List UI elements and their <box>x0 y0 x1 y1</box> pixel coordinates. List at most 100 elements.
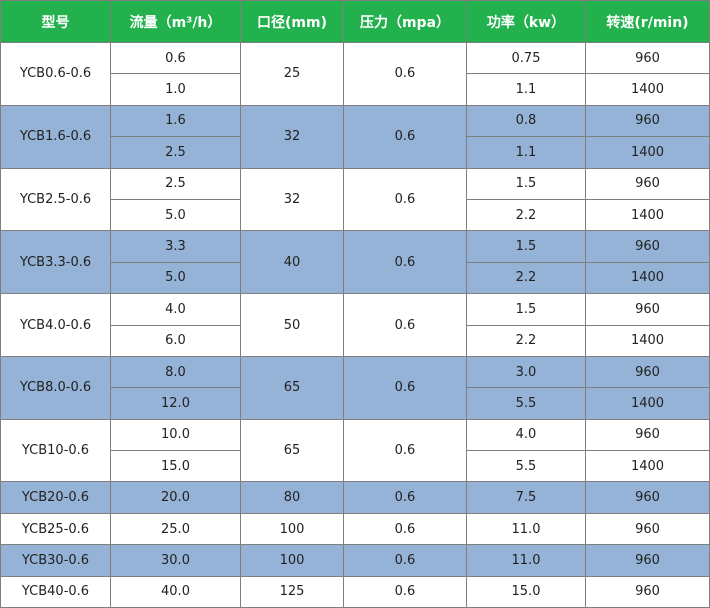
power-cell: 1.5 <box>466 230 586 263</box>
pressure-cell: 0.6 <box>343 355 467 420</box>
header-cell: 型号 <box>0 0 111 43</box>
pressure-cell: 0.6 <box>343 42 467 106</box>
pressure-cell: 0.6 <box>343 544 467 577</box>
bore-cell: 100 <box>240 512 344 546</box>
header-cell: 转速(r/min) <box>585 0 710 43</box>
header-cell: 功率（kw） <box>466 0 586 43</box>
bore-cell: 32 <box>240 104 344 169</box>
header-cell: 口径(mm) <box>240 0 344 43</box>
model-cell: YCB1.6-0.6 <box>0 104 111 169</box>
power-cell: 5.5 <box>466 387 586 420</box>
pressure-cell: 0.6 <box>343 481 467 514</box>
bore-cell: 25 <box>240 42 344 106</box>
table-row: YCB2.5-0.6 2.5 32 0.6 1.5 960 <box>0 167 710 232</box>
model-cell: YCB3.3-0.6 <box>0 230 111 295</box>
flow-cell: 12.0 <box>110 387 241 420</box>
flow-cell: 10.0 <box>110 418 241 452</box>
bore-cell: 125 <box>240 575 344 608</box>
speed-cell: 960 <box>585 293 710 326</box>
power-cell: 7.5 <box>466 481 586 514</box>
bore-cell: 32 <box>240 167 344 232</box>
flow-cell: 30.0 <box>110 544 241 577</box>
speed-cell: 1400 <box>585 136 710 169</box>
flow-cell: 5.0 <box>110 261 241 295</box>
power-cell: 2.2 <box>466 261 586 295</box>
power-cell: 1.1 <box>466 73 586 106</box>
table-row: 2.5 1.1 1400 <box>1 136 710 169</box>
pressure-cell: 0.6 <box>343 104 467 169</box>
flow-cell: 3.3 <box>110 230 241 263</box>
flow-cell: 1.0 <box>110 73 241 106</box>
speed-cell: 960 <box>585 167 710 200</box>
header-cell: 压力（mpa） <box>343 0 467 43</box>
bore-cell: 100 <box>240 544 344 577</box>
bore-cell: 40 <box>240 230 344 295</box>
flow-cell: 4.0 <box>110 293 241 326</box>
power-cell: 11.0 <box>466 544 586 577</box>
table-row: 6.0 2.2 1400 <box>1 324 710 357</box>
speed-cell: 960 <box>585 104 710 138</box>
model-cell: YCB0.6-0.6 <box>0 42 111 106</box>
speed-cell: 960 <box>585 481 710 514</box>
power-cell: 15.0 <box>466 575 586 608</box>
flow-cell: 5.0 <box>110 198 241 232</box>
flow-cell: 20.0 <box>110 481 241 514</box>
speed-cell: 960 <box>585 355 710 389</box>
table-row: YCB40-0.6 40.0 125 0.6 15.0 960 <box>0 575 710 608</box>
flow-cell: 0.6 <box>110 41 241 75</box>
model-cell: YCB4.0-0.6 <box>0 293 111 357</box>
pressure-cell: 0.6 <box>343 418 467 483</box>
power-cell: 1.5 <box>466 293 586 326</box>
flow-cell: 25.0 <box>110 512 241 546</box>
model-cell: YCB25-0.6 <box>0 512 111 546</box>
table-row: 5.0 2.2 1400 <box>1 198 710 232</box>
table-row: YCB8.0-0.6 8.0 65 0.6 3.0 960 <box>0 355 710 420</box>
flow-cell: 15.0 <box>110 450 241 483</box>
speed-cell: 1400 <box>585 261 710 295</box>
speed-cell: 960 <box>585 41 710 75</box>
power-cell: 2.2 <box>466 198 586 232</box>
power-cell: 5.5 <box>466 450 586 483</box>
model-cell: YCB40-0.6 <box>0 575 111 608</box>
flow-cell: 2.5 <box>110 167 241 200</box>
table-row: 12.0 5.5 1400 <box>1 387 710 420</box>
pressure-cell: 0.6 <box>343 230 467 295</box>
table-row: YCB20-0.6 20.0 80 0.6 7.5 960 <box>0 481 710 514</box>
flow-cell: 8.0 <box>110 355 241 389</box>
table-row: 1.0 1.1 1400 <box>1 73 710 106</box>
speed-cell: 960 <box>585 418 710 452</box>
table-row: YCB4.0-0.6 4.0 50 0.6 1.5 960 <box>0 293 710 357</box>
bore-cell: 50 <box>240 293 344 357</box>
power-cell: 1.5 <box>466 167 586 200</box>
table-row: YCB25-0.6 25.0 100 0.6 11.0 960 <box>0 512 710 546</box>
power-cell: 0.8 <box>466 104 586 138</box>
model-cell: YCB8.0-0.6 <box>0 355 111 420</box>
table-row: YCB0.6-0.6 0.6 25 0.6 0.75 960 <box>0 41 710 106</box>
pressure-cell: 0.6 <box>343 167 467 232</box>
pressure-cell: 0.6 <box>343 512 467 546</box>
speed-cell: 1400 <box>585 198 710 232</box>
speed-cell: 1400 <box>585 450 710 483</box>
speed-cell: 1400 <box>585 73 710 106</box>
model-cell: YCB30-0.6 <box>0 544 111 577</box>
table-row: YCB10-0.6 10.0 65 0.6 4.0 960 <box>0 418 710 483</box>
power-cell: 4.0 <box>466 418 586 452</box>
flow-cell: 6.0 <box>110 324 241 357</box>
flow-cell: 40.0 <box>110 575 241 608</box>
speed-cell: 1400 <box>585 387 710 420</box>
table-row: YCB30-0.6 30.0 100 0.6 11.0 960 <box>0 544 710 577</box>
bore-cell: 80 <box>240 481 344 514</box>
power-cell: 0.75 <box>466 41 586 75</box>
speed-cell: 960 <box>585 512 710 546</box>
header-row: 型号 流量（m³/h） 口径(mm) 压力（mpa） 功率（kw） 转速(r/min) <box>0 0 710 43</box>
model-cell: YCB20-0.6 <box>0 481 111 514</box>
header-cell: 流量（m³/h） <box>110 0 241 43</box>
power-cell: 2.2 <box>466 324 586 357</box>
speed-cell: 960 <box>585 575 710 608</box>
table-row: YCB3.3-0.6 3.3 40 0.6 1.5 960 <box>0 230 710 295</box>
table-body: YCB0.6-0.6 0.6 25 0.6 0.75 960 1.0 1.1 1400 YCB1.… <box>0 41 710 608</box>
flow-cell: 1.6 <box>110 104 241 138</box>
speed-cell: 1400 <box>585 324 710 357</box>
power-cell: 3.0 <box>466 355 586 389</box>
